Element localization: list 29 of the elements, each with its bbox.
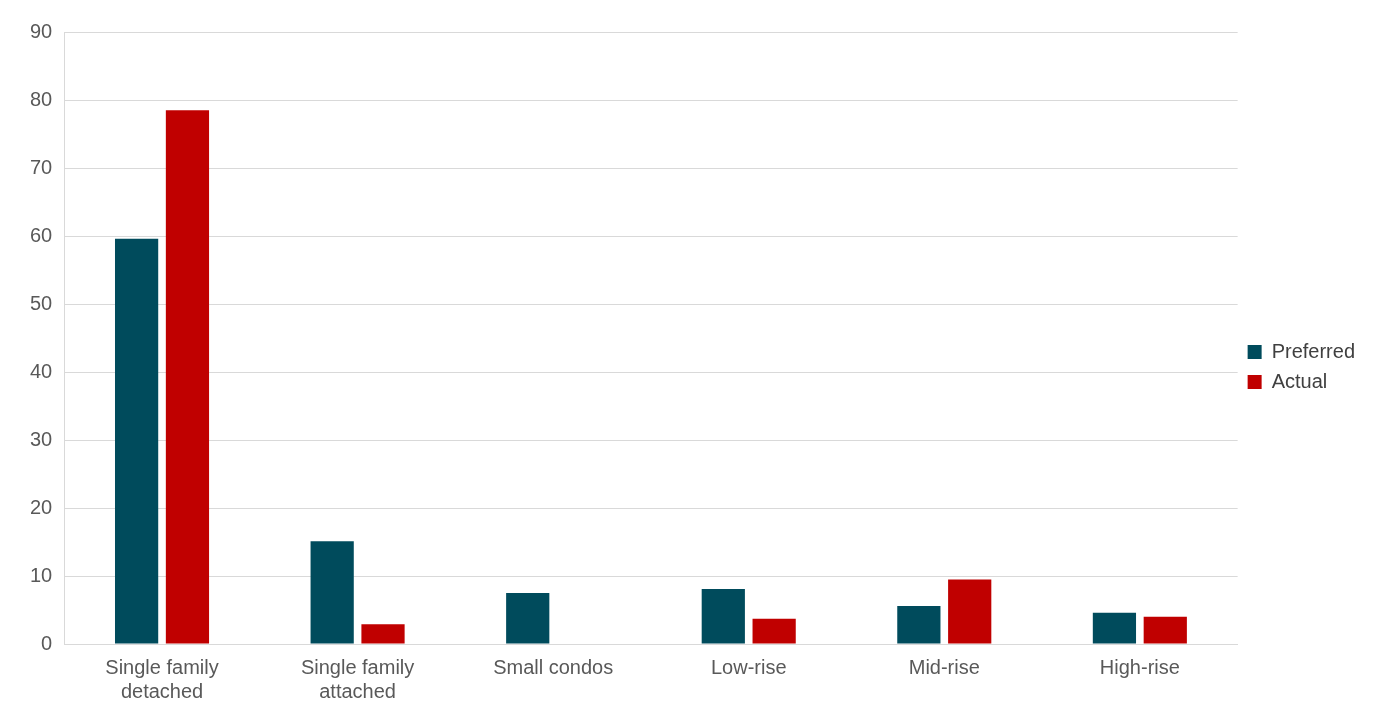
y-tick-label: 90 [30, 19, 53, 42]
legend-label: Actual [1271, 369, 1328, 392]
legend-label: Preferred [1271, 339, 1356, 362]
bar [165, 110, 210, 644]
bar [752, 618, 796, 644]
x-tick-label: Single family attached [300, 655, 415, 702]
bar [948, 579, 992, 644]
bar [701, 588, 745, 644]
x-tick-label: Single family detached [105, 655, 219, 702]
bar [506, 593, 550, 644]
bar [310, 541, 354, 644]
y-tick-label: 30 [30, 427, 53, 450]
y-tick-label: 20 [30, 495, 53, 518]
y-tick-label: 60 [30, 223, 53, 246]
bar [1143, 616, 1187, 644]
y-tick-label: 0 [41, 631, 53, 654]
bar [1092, 612, 1137, 644]
bar [897, 605, 941, 644]
x-tick-label: Small condos [493, 655, 614, 678]
bar [361, 624, 405, 644]
x-tick-label: Mid-rise [908, 655, 980, 678]
y-tick-label: 80 [30, 87, 53, 110]
y-tick-label: 70 [30, 155, 53, 178]
y-tick-label: 10 [30, 563, 53, 586]
bar [115, 238, 159, 644]
y-tick-label: 40 [30, 359, 53, 382]
x-tick-label: High-rise [1099, 655, 1180, 678]
y-tick-label: 50 [30, 291, 53, 314]
x-tick-label: Low-rise [710, 655, 787, 678]
